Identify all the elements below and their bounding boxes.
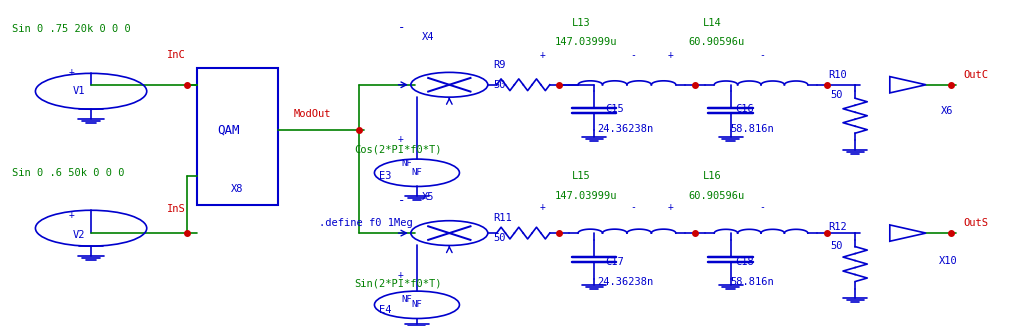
Text: C18: C18: [735, 258, 754, 267]
Text: +: +: [69, 210, 75, 220]
Text: +: +: [539, 202, 545, 212]
Text: +: +: [667, 202, 673, 212]
Text: 58.816n: 58.816n: [730, 277, 773, 287]
Text: L14: L14: [703, 18, 722, 28]
Text: -: -: [397, 194, 404, 207]
Text: 60.90596u: 60.90596u: [687, 191, 744, 200]
Text: X4: X4: [422, 33, 434, 42]
Text: Sin(2*PI*f0*T): Sin(2*PI*f0*T): [354, 279, 441, 289]
Text: +: +: [397, 271, 403, 280]
Text: OutS: OutS: [962, 218, 988, 228]
Text: E3: E3: [379, 171, 391, 181]
Text: X5: X5: [422, 192, 434, 202]
Text: 58.816n: 58.816n: [730, 124, 773, 134]
Text: Cos(2*PI*f0*T): Cos(2*PI*f0*T): [354, 145, 441, 155]
Text: L16: L16: [703, 171, 722, 181]
Text: X8: X8: [231, 184, 243, 194]
Text: 147.03999u: 147.03999u: [554, 37, 617, 47]
Text: 24.36238n: 24.36238n: [596, 277, 653, 287]
Text: -: -: [630, 202, 636, 212]
Text: -: -: [758, 51, 764, 60]
Text: NF: NF: [411, 168, 422, 177]
Text: +: +: [667, 51, 673, 60]
Text: +: +: [397, 134, 403, 143]
Text: Sin 0 .75 20k 0 0 0: Sin 0 .75 20k 0 0 0: [12, 24, 130, 34]
Text: L15: L15: [571, 171, 590, 181]
Text: E4: E4: [379, 305, 391, 315]
Text: 50: 50: [829, 241, 841, 251]
Text: -: -: [758, 202, 764, 212]
Text: NF: NF: [401, 295, 412, 304]
Text: 147.03999u: 147.03999u: [554, 191, 617, 200]
Text: ModOut: ModOut: [293, 109, 331, 119]
Text: +: +: [539, 51, 545, 60]
Text: V1: V1: [73, 86, 85, 96]
Text: V2: V2: [73, 230, 85, 240]
Text: R12: R12: [827, 222, 846, 231]
Text: 50: 50: [492, 233, 504, 243]
Text: 60.90596u: 60.90596u: [687, 37, 744, 47]
Text: C15: C15: [605, 104, 624, 114]
Text: -: -: [397, 21, 404, 34]
Text: -: -: [630, 51, 636, 60]
Text: X10: X10: [938, 256, 957, 266]
Text: 50: 50: [829, 90, 841, 99]
Text: C16: C16: [735, 104, 754, 114]
Text: 50: 50: [492, 80, 504, 90]
Text: OutC: OutC: [962, 70, 988, 80]
Text: .define f0 1Meg: .define f0 1Meg: [318, 218, 412, 228]
Text: R9: R9: [492, 60, 504, 70]
Text: +: +: [69, 67, 75, 77]
Text: NF: NF: [411, 300, 422, 309]
Text: QAM: QAM: [217, 124, 240, 137]
Text: R10: R10: [827, 70, 846, 80]
Text: InS: InS: [167, 204, 186, 214]
Text: C17: C17: [605, 258, 624, 267]
Text: R11: R11: [492, 214, 512, 223]
Text: 24.36238n: 24.36238n: [596, 124, 653, 134]
Text: Sin 0 .6 50k 0 0 0: Sin 0 .6 50k 0 0 0: [12, 168, 124, 178]
Text: InC: InC: [167, 51, 186, 60]
Text: NF: NF: [401, 158, 412, 168]
Text: X6: X6: [940, 106, 952, 116]
Text: L13: L13: [571, 18, 590, 28]
